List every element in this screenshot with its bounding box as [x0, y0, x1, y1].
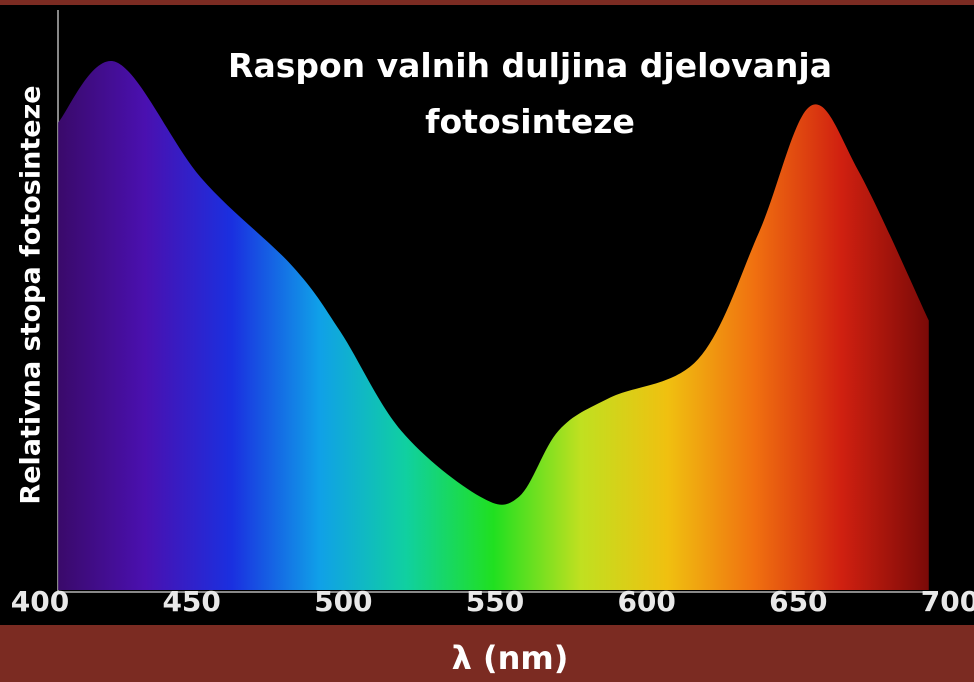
x-tick-label: 450: [162, 585, 220, 618]
x-tick-label: 550: [466, 585, 524, 618]
x-tick-label: 600: [617, 585, 675, 618]
x-tick-label: 700: [921, 585, 974, 618]
y-axis-label: Relativna stopa fotosinteze: [16, 85, 47, 504]
x-tick-label: 650: [769, 585, 827, 618]
x-axis-label: λ (nm): [452, 639, 569, 677]
x-tick-label: 400: [11, 585, 69, 618]
spectrum-area: [58, 61, 929, 591]
chart-title: Raspon valnih duljina djelovanja fotosin…: [228, 46, 832, 141]
x-tick-label: 500: [314, 585, 372, 618]
